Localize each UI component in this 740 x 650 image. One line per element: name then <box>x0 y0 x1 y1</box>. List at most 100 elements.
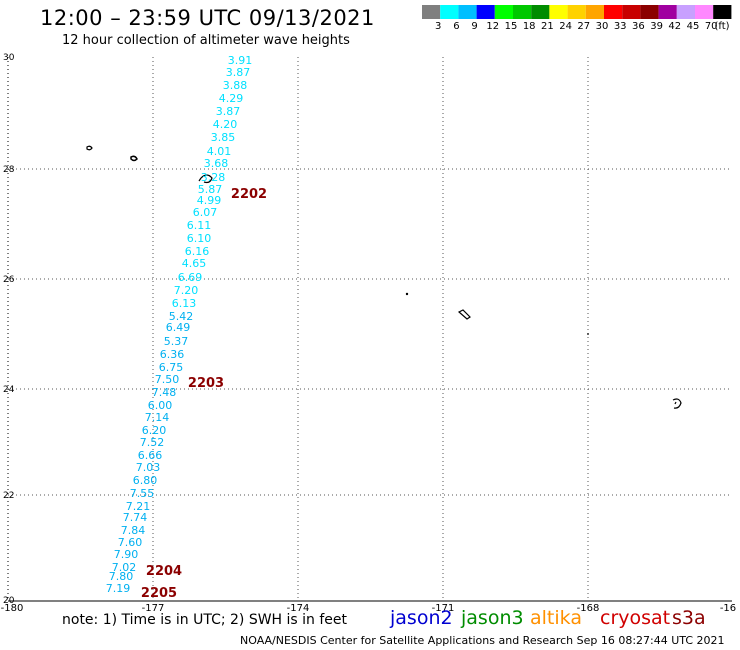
color-scale-label: 21 <box>541 21 554 32</box>
color-scale-label: 33 <box>613 21 627 32</box>
time-label: 2204 <box>146 564 182 579</box>
latitude-tick-label: 20 <box>3 596 15 606</box>
color-scale-label: 30 <box>595 21 609 32</box>
wave-height-label: 7.50 <box>155 373 180 386</box>
color-scale-box <box>640 5 659 19</box>
legend-jason3: jason3 <box>461 607 524 629</box>
latitude-tick-label: 24 <box>3 385 15 395</box>
legend-jason2: jason2 <box>390 607 453 629</box>
longitude-tick-label: -174 <box>287 603 310 614</box>
color-scale-box <box>531 5 550 19</box>
wave-height-label: 6.36 <box>160 348 185 361</box>
legend-cryosat: cryosat <box>600 607 671 629</box>
wave-height-label: 4.29 <box>219 92 244 105</box>
wave-height-label: 3.68 <box>204 157 229 170</box>
time-label: 2202 <box>231 187 267 202</box>
color-scale-label: 6 <box>453 21 460 32</box>
latitude-tick-labels: 30 28 26 24 22 20 <box>3 53 15 606</box>
color-scale-label: 18 <box>522 21 536 32</box>
wave-height-label: 4.65 <box>182 257 207 270</box>
latitude-tick-label: 26 <box>3 275 15 285</box>
color-scale-box <box>549 5 568 19</box>
wave-height-label: 7.20 <box>174 284 199 297</box>
wave-height-label: 3.87 <box>226 66 251 79</box>
longitude-tick-labels: -180 -177 -174 -171 -168 -16 <box>1 603 737 614</box>
color-scale-label: 24 <box>559 21 572 32</box>
wave-height-label: 4.20 <box>213 118 238 131</box>
color-scale-box <box>513 5 532 19</box>
longitude-tick-label: -177 <box>142 603 165 614</box>
island <box>587 333 589 335</box>
wave-height-label: 6.13 <box>172 297 197 310</box>
map-grid <box>7 57 732 602</box>
wave-height-label: 6.49 <box>166 321 191 334</box>
color-scale-label: 39 <box>650 21 663 32</box>
footer-credit: NOAA/NESDIS Center for Satellite Applica… <box>240 634 725 647</box>
wave-height-label: 7.14 <box>145 411 170 424</box>
time-label: 2205 <box>141 586 177 601</box>
wave-height-label: 7.21 <box>126 500 151 513</box>
color-scale-box <box>422 5 441 19</box>
legend-altika: altika <box>530 607 582 629</box>
color-scale-label: 27 <box>577 21 591 32</box>
wave-height-label: 6.00 <box>148 399 173 412</box>
color-scale-box <box>695 5 714 19</box>
wave-height-label: 4.99 <box>197 194 222 207</box>
wave-height-label: 6.11 <box>187 219 212 232</box>
color-scale-box <box>458 5 477 19</box>
wave-height-label: 5.42 <box>169 310 194 323</box>
color-scale-label: 9 <box>471 21 478 32</box>
wave-height-label: 7.03 <box>136 461 161 474</box>
wave-height-label: 3.88 <box>223 79 248 92</box>
wave-height-label: 6.16 <box>185 245 210 258</box>
wave-height-label: 7.02 <box>112 561 137 574</box>
island <box>198 174 213 184</box>
wave-height-label: 7.60 <box>118 536 143 549</box>
color-scale-label: 42 <box>668 21 682 32</box>
color-scale-box <box>658 5 677 19</box>
island <box>405 292 409 296</box>
color-scale-tick-labels: 3 6 9 12 15 18 21 24 27 30 33 36 39 42 45 70 (ft) <box>420 21 730 35</box>
map-subtitle: 12 hour collection of altimeter wave hei… <box>62 33 350 48</box>
wave-height-label: 7.80 <box>109 570 134 583</box>
color-scale-box <box>440 5 459 19</box>
color-scale-label: 12 <box>486 21 500 32</box>
longitude-tick-label: -16 <box>720 603 736 614</box>
color-scale-label: 36 <box>632 21 645 32</box>
time-label: 2203 <box>188 376 224 391</box>
color-scale-label: (ft) <box>714 21 730 32</box>
color-scale-label: 45 <box>686 21 700 32</box>
island <box>86 145 93 151</box>
legend-s3a: s3a <box>672 607 706 629</box>
island <box>130 155 138 162</box>
color-scale-label: 15 <box>504 21 518 32</box>
color-scale-box <box>713 5 732 19</box>
island <box>672 398 682 409</box>
color-scale-label: 70 <box>704 21 718 32</box>
wave-height-label: 3.91 <box>228 54 253 67</box>
longitude-tick-label: -168 <box>577 603 600 614</box>
latitude-tick-label: 30 <box>3 53 15 63</box>
latitude-tick-label: 28 <box>3 165 15 175</box>
wave-height-label: 6.80 <box>133 474 158 487</box>
color-scale-box <box>676 5 695 19</box>
islands <box>86 145 682 409</box>
color-scale-legend <box>422 5 732 19</box>
wave-height-label: 7.52 <box>140 436 165 449</box>
wave-height-label: 7.55 <box>130 487 155 500</box>
color-scale-box <box>604 5 623 19</box>
wave-height-label: 3.85 <box>211 131 236 144</box>
island <box>457 309 471 320</box>
color-scale-box <box>476 5 495 19</box>
wave-height-label: 6.20 <box>142 424 167 437</box>
color-scale-label: 3 <box>435 21 442 32</box>
wave-height-label: 6.69 <box>178 271 203 284</box>
color-scale-box <box>585 5 604 19</box>
satellite-track: 3.913.873.884.293.874.203.854.013.683.28… <box>106 54 267 601</box>
footer-note: note: 1) Time is in UTC; 2) SWH is in fe… <box>62 612 348 628</box>
latitude-tick-label: 22 <box>3 491 14 501</box>
color-scale-box <box>494 5 513 19</box>
longitude-tick-label: -171 <box>432 603 455 614</box>
wave-height-label: 3.28 <box>201 171 226 184</box>
